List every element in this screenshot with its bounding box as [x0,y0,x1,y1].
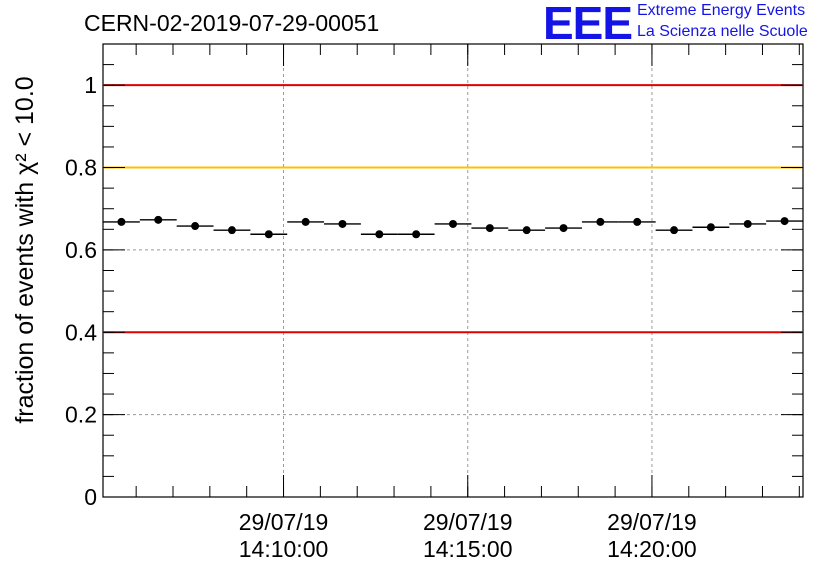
y-axis-label: fraction of events with χ² < 10.0 [11,76,39,423]
y-tick-label: 0.4 [65,319,97,345]
x-tick-time-label: 14:15:00 [423,536,513,562]
logo-subtitle-2: La Scienza nelle Scuole [637,23,808,40]
data-points [103,215,803,239]
y-axis-label-text: fraction of events with χ² < 10.0 [11,76,39,423]
data-point [301,217,310,226]
data-point [264,230,273,239]
x-tick-date-label: 29/07/19 [239,509,329,535]
x-tick-date-label: 29/07/19 [607,509,697,535]
data-point [670,226,679,235]
x-tick-time-label: 14:20:00 [607,536,697,562]
data-point [633,217,642,226]
data-point [743,219,752,228]
data-point [596,217,605,226]
grid-layer [103,44,803,497]
data-point [485,224,494,233]
y-tick-label: 0.8 [65,155,97,181]
eee-logo: EEE [543,0,633,49]
plot-frame [102,43,804,498]
data-point [706,223,715,232]
y-tick-label: 0.6 [65,237,97,263]
data-point [227,226,236,235]
data-point [375,230,384,239]
data-point [412,230,421,239]
data-point [338,219,347,228]
data-point [780,217,789,226]
data-point [191,222,200,231]
x-tick-date-label: 29/07/19 [423,509,513,535]
logo-subtitle-1: Extreme Energy Events [637,2,806,19]
data-point [117,217,126,226]
axis-labels: 00.20.40.60.8129/07/1914:10:0029/07/1914… [65,72,697,562]
data-point [449,219,457,228]
run-title: CERN-02-2019-07-29-00051 [84,10,380,36]
data-point [154,215,163,224]
y-tick-label: 0.2 [65,402,97,428]
x-tick-time-label: 14:10:00 [239,536,329,562]
data-point [522,226,531,235]
axis-ticks [103,43,803,498]
data-point [559,224,568,233]
y-tick-label: 0 [84,484,97,510]
y-tick-label: 1 [84,72,97,98]
reference-lines [104,84,802,334]
